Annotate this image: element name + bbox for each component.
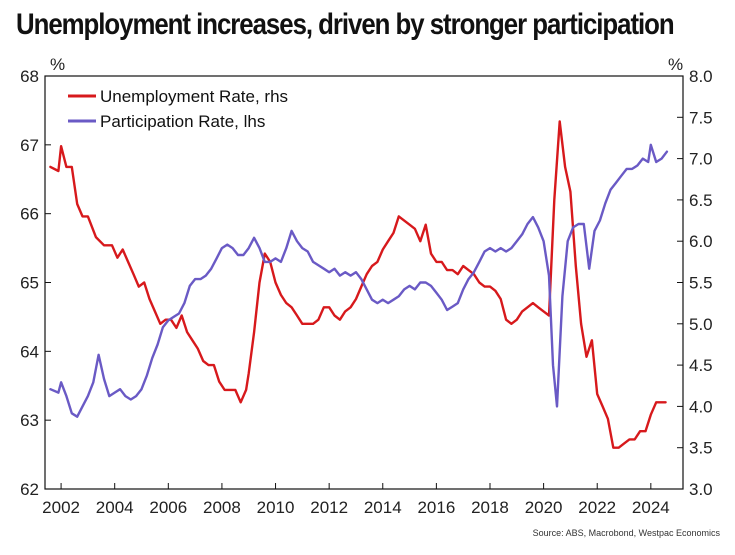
x-axis-tick-label: 2008 xyxy=(203,498,241,517)
left-axis-tick-label: 67 xyxy=(20,136,39,155)
tick-labels: 62 63 64 65 66 67 68 3.0 3.5 4.0 4.5 5.0 5.5 6.0 6.5 7.… xyxy=(20,67,713,517)
right-axis-tick-label: 7.0 xyxy=(689,150,713,169)
left-axis-unit: % xyxy=(50,55,65,74)
x-axis-tick-label: 2010 xyxy=(257,498,295,517)
series xyxy=(49,120,669,449)
legend-label-participation: Participation Rate, lhs xyxy=(100,112,265,131)
legend: Unemployment Rate, rhs Participation Rat… xyxy=(68,87,288,131)
x-axis-tick-label: 2006 xyxy=(149,498,187,517)
left-axis-tick-label: 68 xyxy=(20,67,39,86)
source-note: Source: ABS, Macrobond, Westpac Economic… xyxy=(533,528,721,538)
x-axis-tick-label: 2024 xyxy=(632,498,670,517)
right-axis-tick-label: 8.0 xyxy=(689,67,713,86)
right-axis-tick-label: 6.5 xyxy=(689,191,713,210)
x-axis-tick-label: 2016 xyxy=(417,498,455,517)
right-axis-tick-label: 3.5 xyxy=(689,439,713,458)
x-axis-tick-label: 2018 xyxy=(471,498,509,517)
left-axis-tick-label: 66 xyxy=(20,205,39,224)
left-axis-tick-label: 65 xyxy=(20,274,39,293)
right-axis-unit: % xyxy=(668,55,683,74)
x-axis-tick-label: 2004 xyxy=(96,498,134,517)
legend-label-unemployment: Unemployment Rate, rhs xyxy=(100,87,288,106)
chart-title: Unemployment increases, driven by strong… xyxy=(16,8,675,41)
left-axis-tick-label: 62 xyxy=(20,480,39,499)
x-axis-tick-label: 2022 xyxy=(578,498,616,517)
series-line-participation xyxy=(49,143,669,418)
right-axis-tick-label: 6.0 xyxy=(689,232,713,251)
right-axis-tick-label: 3.0 xyxy=(689,480,713,499)
x-axis-tick-label: 2012 xyxy=(310,498,348,517)
right-axis-tick-label: 5.5 xyxy=(689,274,713,293)
left-axis-tick-label: 63 xyxy=(20,411,39,430)
x-axis-tick-label: 2014 xyxy=(364,498,402,517)
x-axis-tick-label: 2020 xyxy=(525,498,563,517)
left-axis-tick-label: 64 xyxy=(20,342,39,361)
right-axis-tick-label: 5.0 xyxy=(689,315,713,334)
series-line-unemployment xyxy=(49,120,667,449)
right-axis-tick-label: 4.0 xyxy=(689,397,713,416)
right-axis-tick-label: 7.5 xyxy=(689,108,713,127)
right-axis-tick-label: 4.5 xyxy=(689,356,713,375)
x-axis-tick-label: 2002 xyxy=(42,498,80,517)
